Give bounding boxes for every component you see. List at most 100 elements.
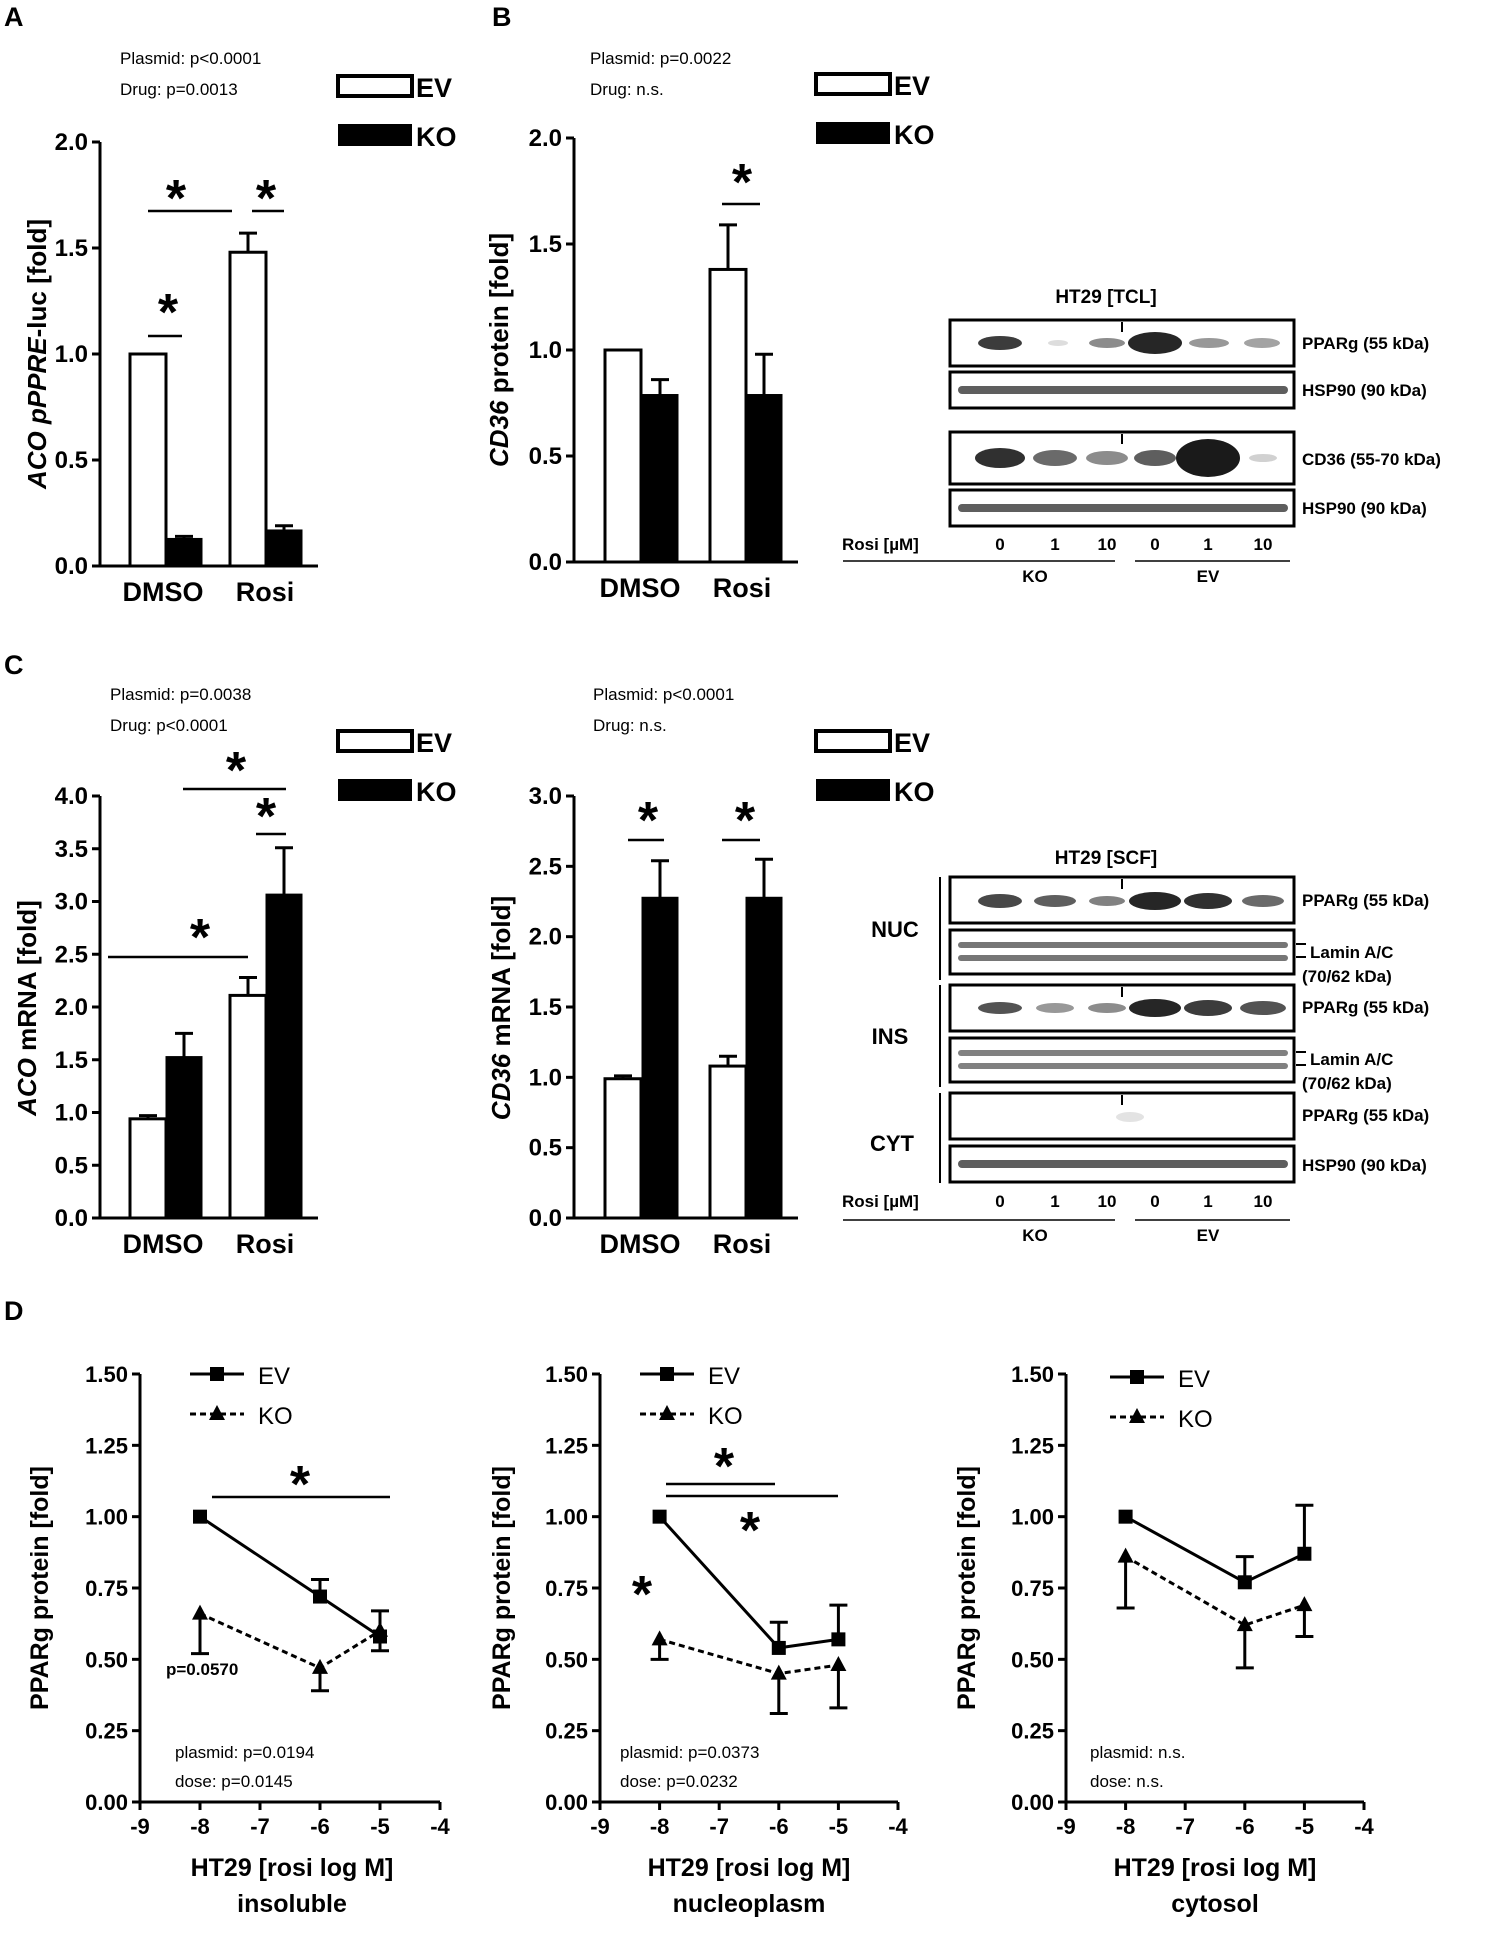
x-tick-label: -6 xyxy=(310,1814,330,1839)
point-ko xyxy=(312,1658,328,1674)
legend-a-ev-swatch xyxy=(336,74,414,98)
y-tick-label: 0.00 xyxy=(1011,1790,1054,1815)
bar-ko-dmso xyxy=(641,896,679,1219)
chart-d1-insoluble: 0.00 0.25 0.50 0.75 1.00 1.25 1.50 -9 -8 -7 -6 -5 -4… xyxy=(26,1362,451,1918)
blot-tcl-dose-1: 0 xyxy=(995,535,1004,554)
legend-d2-ko-label: KO xyxy=(708,1403,743,1430)
point-ko xyxy=(770,1664,787,1680)
legend-b-ev-label: EV xyxy=(894,71,930,101)
y-axis-title-part: CD36 xyxy=(486,1053,516,1120)
x-tick-label: -5 xyxy=(370,1814,390,1839)
y-tick-label: 1.25 xyxy=(85,1433,128,1458)
x-axis-title: HT29 [rosi log M] xyxy=(648,1854,851,1882)
series-line-ev xyxy=(199,1515,381,1638)
stats-c1-plasmid: Plasmid: p=0.0038 xyxy=(110,685,251,704)
stats-d2-dose: dose: p=0.0232 xyxy=(620,1772,738,1791)
point-ev xyxy=(771,1640,786,1655)
bar-ev-rosi xyxy=(708,1064,748,1220)
y-tick-label: 2.0 xyxy=(529,924,562,951)
x-tick-label: -4 xyxy=(1354,1814,1374,1839)
x-category-label: DMSO xyxy=(600,573,681,603)
blot-scf-band-2: Lamin A/C xyxy=(1310,943,1393,962)
x-tick-label: -4 xyxy=(430,1814,450,1839)
blot-scf-lane-nuc-lamin xyxy=(948,928,1296,976)
legend-d1-ko-label: KO xyxy=(258,1403,293,1430)
legend-d3-ev-label: EV xyxy=(1178,1366,1210,1393)
blot-tcl-dose-3: 10 xyxy=(1098,535,1117,554)
blot-scf-dose-2: 1 xyxy=(1050,1192,1059,1211)
blot-tcl-title: HT29 [TCL] xyxy=(1055,287,1156,308)
y-tick-label: 0.5 xyxy=(55,447,88,474)
stats-a-plasmid: Plasmid: p<0.0001 xyxy=(120,49,261,68)
blot-scf-fraction-ins: INS xyxy=(872,1024,909,1049)
stats-d1-dose: dose: p=0.0145 xyxy=(175,1772,293,1791)
chart-a-reporter-assay: 0.0 0.5 1.0 1.5 2.0 DMSO Rosi ACO pPPRE-luc [fo… xyxy=(22,129,318,607)
x-category-label: Rosi xyxy=(236,1229,295,1259)
blot-scf-fraction-cyt: CYT xyxy=(870,1131,915,1156)
legend-d2-ev-label: EV xyxy=(708,1363,740,1390)
y-axis-title: PPARg protein [fold] xyxy=(26,1466,54,1710)
y-tick-label: 1.0 xyxy=(55,341,88,368)
y-tick-label: 2.0 xyxy=(55,994,88,1021)
stats-d1-p-value: p=0.0570 xyxy=(166,1660,238,1679)
significance-a: * * * xyxy=(148,170,284,342)
legend-b: EV KO xyxy=(814,71,935,150)
point-ko xyxy=(651,1630,668,1646)
y-axis-title-part: CD36 xyxy=(484,400,514,467)
y-tick-label: 1.0 xyxy=(529,337,562,364)
y-tick-label: 2.0 xyxy=(55,129,88,156)
sig-star-d2-high-dose: * xyxy=(740,1502,761,1560)
stats-a-drug: Drug: p=0.0013 xyxy=(120,80,238,99)
legend-c1: EV KO xyxy=(336,728,457,807)
stats-b-drug: Drug: n.s. xyxy=(590,80,664,99)
legend-d3-ev-marker xyxy=(1130,1370,1144,1384)
blot-tcl-group-ev: EV xyxy=(1197,567,1220,586)
chart-c2-cd36-mrna: 0.0 0.5 1.0 1.5 2.0 2.5 3.0 DMSO Rosi CD36 mRNA [… xyxy=(486,783,798,1259)
y-tick-label: 0.75 xyxy=(85,1576,128,1601)
bar-ev-dmso xyxy=(128,1117,168,1220)
legend-c2: EV KO xyxy=(814,728,935,807)
blot-scf-lane-ins-lamin xyxy=(948,1036,1296,1084)
y-tick-label: 0.75 xyxy=(545,1576,588,1601)
series-line-ko xyxy=(1124,1555,1305,1627)
legend-d1-ev-label: EV xyxy=(258,1363,290,1390)
stats-c2-plasmid: Plasmid: p<0.0001 xyxy=(593,685,734,704)
y-tick-label: 2.5 xyxy=(55,941,88,968)
sig-star-a-dmso: * xyxy=(158,284,179,342)
blot-tcl-rosi-label: Rosi [µM] xyxy=(842,535,919,554)
legend-d3-ko-label: KO xyxy=(1178,1406,1213,1433)
legend-b-ko-swatch xyxy=(816,122,890,144)
chart-c1-aco-mrna: 0.0 0.5 1.0 1.5 2.0 2.5 3.0 3.5 4.0 DMSO Rosi ACO m… xyxy=(12,783,318,1259)
point-ko xyxy=(1236,1616,1253,1632)
blot-tcl: HT29 [TCL] PPARg (55 kDa) HSP90 (90 kDa)… xyxy=(842,287,1441,586)
x-axis-title: HT29 [rosi log M] xyxy=(1114,1854,1317,1882)
y-tick-label: 3.0 xyxy=(55,889,88,916)
point-ev xyxy=(652,1509,667,1524)
chart-d3-cytosol: 0.00 0.25 0.50 0.75 1.00 1.25 1.50 -9 -8 -7 -6 -5 -4… xyxy=(953,1362,1375,1918)
bar-ko-rosi xyxy=(745,394,783,563)
point-ko xyxy=(192,1604,208,1620)
legend-d1-ev-marker xyxy=(210,1367,224,1381)
y-tick-label: 1.0 xyxy=(529,1064,562,1091)
x-tick-label: -6 xyxy=(1235,1814,1255,1839)
chart-b-cd36-protein: 0.0 0.5 1.0 1.5 2.0 DMSO Rosi CD36 protein [fol… xyxy=(484,125,798,603)
bar-ev-rosi xyxy=(708,267,748,564)
y-tick-label: 0.25 xyxy=(85,1719,128,1744)
x-category-label: DMSO xyxy=(600,1229,681,1259)
legend-a-ko-swatch xyxy=(338,124,412,146)
x-tick-label: -4 xyxy=(888,1814,908,1839)
blot-scf-dose-4: 0 xyxy=(1150,1192,1159,1211)
stats-d1-plasmid: plasmid: p=0.0194 xyxy=(175,1743,314,1762)
y-tick-label: 1.5 xyxy=(55,1047,88,1074)
legend-a: EV KO xyxy=(336,73,457,152)
bar-ev-dmso xyxy=(603,1077,643,1220)
bar-ko-rosi xyxy=(745,896,783,1219)
x-category-label: DMSO xyxy=(123,1229,204,1259)
legend-c1-ev-swatch xyxy=(336,729,414,753)
stats-c1-drug: Drug: p<0.0001 xyxy=(110,716,228,735)
point-ko xyxy=(1296,1596,1313,1612)
blot-scf-dose-1: 0 xyxy=(995,1192,1004,1211)
bar-ko-rosi xyxy=(265,893,303,1219)
blot-scf-dose-5: 1 xyxy=(1203,1192,1212,1211)
